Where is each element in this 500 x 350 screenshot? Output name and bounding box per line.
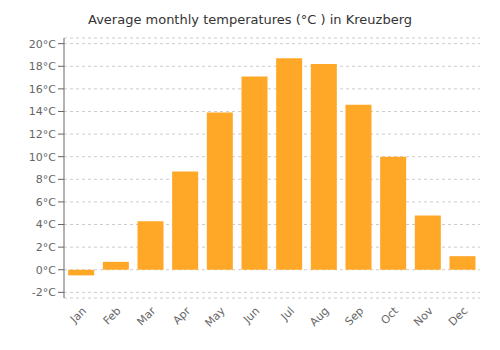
svg-text:0°C: 0°C xyxy=(36,264,56,277)
svg-text:May: May xyxy=(202,304,228,330)
svg-text:Jun: Jun xyxy=(240,304,262,326)
svg-text:18°C: 18°C xyxy=(29,60,56,73)
svg-text:Apr: Apr xyxy=(170,304,193,327)
svg-text:Nov: Nov xyxy=(411,304,436,329)
svg-text:Oct: Oct xyxy=(378,304,401,327)
svg-text:Jul: Jul xyxy=(278,304,297,323)
svg-text:16°C: 16°C xyxy=(29,83,56,96)
svg-text:12°C: 12°C xyxy=(29,128,56,141)
svg-text:20°C: 20°C xyxy=(29,38,56,51)
svg-text:-2°C: -2°C xyxy=(32,286,56,299)
svg-text:Jan: Jan xyxy=(67,304,89,326)
svg-text:14°C: 14°C xyxy=(29,105,56,118)
svg-text:8°C: 8°C xyxy=(36,173,56,186)
svg-text:Dec: Dec xyxy=(446,304,470,328)
svg-text:10°C: 10°C xyxy=(29,151,56,164)
svg-text:2°C: 2°C xyxy=(36,241,56,254)
svg-text:Aug: Aug xyxy=(307,304,331,328)
html-text:Average monthly temperatures (: Average monthly temperatures (°C ) in Kr… xyxy=(88,12,412,27)
svg-text:4°C: 4°C xyxy=(36,218,56,231)
svg-text:6°C: 6°C xyxy=(36,196,56,209)
svg-text:Sep: Sep xyxy=(342,304,366,328)
svg-text:Mar: Mar xyxy=(134,304,158,328)
svg-text:Feb: Feb xyxy=(101,304,124,327)
